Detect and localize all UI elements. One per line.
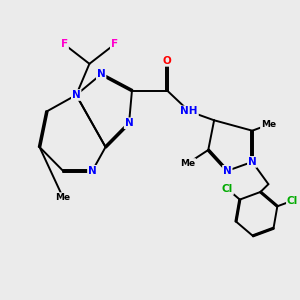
Text: O: O	[163, 56, 172, 66]
Text: N: N	[223, 166, 232, 176]
Text: N: N	[72, 90, 81, 100]
Text: Cl: Cl	[287, 196, 298, 206]
Text: N: N	[248, 157, 256, 167]
Text: N: N	[88, 166, 97, 176]
Text: N: N	[125, 118, 134, 128]
Text: Me: Me	[261, 120, 276, 129]
Text: Me: Me	[180, 159, 195, 168]
Text: F: F	[111, 40, 118, 50]
Text: Cl: Cl	[222, 184, 233, 194]
Text: Me: Me	[56, 193, 70, 202]
Text: NH: NH	[180, 106, 198, 116]
Text: F: F	[61, 40, 68, 50]
Text: N: N	[97, 69, 106, 79]
